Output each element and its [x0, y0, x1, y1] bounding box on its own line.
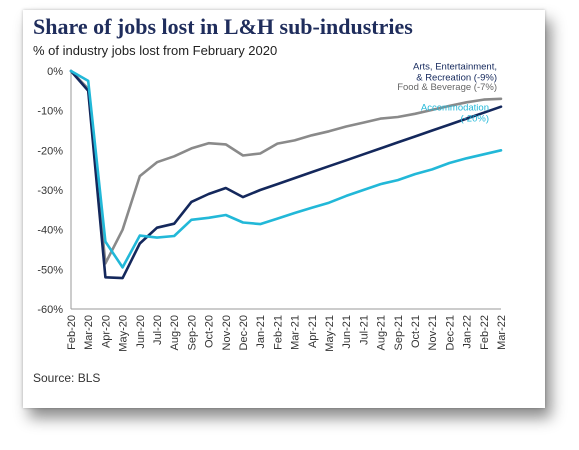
y-tick-label: -20% — [37, 145, 63, 157]
y-tick-label: -60% — [37, 304, 63, 316]
series-line-food-beverage — [69, 69, 503, 265]
x-tick-label: May-20 — [118, 315, 130, 352]
x-tick-label: Jun-21 — [341, 315, 353, 349]
series-label-arts-entertainment: & Recreation (-9%) — [416, 73, 497, 84]
x-tick-label: Apr-20 — [100, 315, 112, 348]
x-tick-label: Nov-20 — [221, 315, 233, 350]
x-tick-label: Jul-21 — [358, 315, 370, 345]
x-tick-label: Feb-22 — [479, 315, 491, 350]
x-tick-label: Jan-22 — [462, 315, 474, 349]
series-line-accommodation — [69, 69, 503, 269]
series-line-arts-entertainment — [69, 69, 503, 280]
x-tick-label: Aug-21 — [376, 315, 388, 350]
y-tick-label: -30% — [37, 185, 63, 197]
x-tick-label: Oct-20 — [204, 315, 216, 348]
series-label-accommodation: Accommodation — [421, 102, 489, 113]
x-tick-label: Dec-21 — [444, 315, 456, 350]
x-tick-label: Feb-20 — [66, 315, 78, 350]
x-tick-label: Mar-20 — [83, 315, 95, 350]
x-tick-label: Jun-20 — [135, 315, 147, 349]
y-tick-label: -40% — [37, 225, 63, 237]
x-tick-label: Apr-21 — [307, 315, 319, 348]
x-tick-label: Feb-21 — [272, 315, 284, 350]
series-label-arts-entertainment: Arts, Entertainment, — [413, 62, 497, 73]
source-note: Source: BLS — [33, 371, 101, 385]
chart-subtitle: % of industry jobs lost from February 20… — [33, 43, 278, 58]
y-tick-label: -10% — [37, 106, 63, 118]
y-tick-label: -50% — [37, 264, 63, 276]
x-tick-label: Aug-20 — [169, 315, 181, 350]
line-chart: 0% -10% -20% -30% -40% -50% -60%Feb-20 Mar-20 Ap… — [37, 62, 508, 352]
x-tick-label: Jul-20 — [152, 315, 164, 345]
x-tick-label: Nov-21 — [427, 315, 439, 350]
chart-title: Share of jobs lost in L&H sub-industries — [33, 14, 413, 39]
x-tick-label: May-21 — [324, 315, 336, 352]
x-tick-label: Mar-21 — [290, 315, 302, 350]
x-tick-label: Jan-21 — [255, 315, 267, 349]
x-tick-label: Mar-22 — [496, 315, 508, 350]
x-tick-label: Sep-21 — [393, 315, 405, 350]
series-label-food-beverage: Food & Beverage (-7%) — [397, 82, 497, 93]
series-label-accommodation: (-20%) — [460, 113, 489, 124]
chart-card: Share of jobs lost in L&H sub-industries… — [23, 10, 545, 408]
x-tick-label: Sep-20 — [186, 315, 198, 350]
x-tick-label: Oct-21 — [410, 315, 422, 348]
x-tick-label: Dec-20 — [238, 315, 250, 350]
y-tick-label: 0% — [47, 66, 63, 78]
